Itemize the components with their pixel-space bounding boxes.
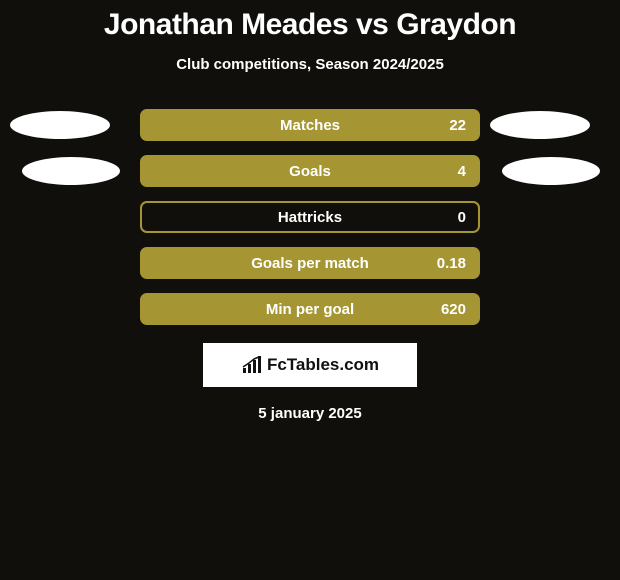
source-logo-text: FcTables.com [267, 355, 379, 375]
stat-row-hattricks: Hattricks 0 [0, 201, 620, 233]
player-right-marker [502, 157, 600, 185]
stat-bar: Min per goal 620 [140, 293, 480, 325]
stat-row-goals-per-match: Goals per match 0.18 [0, 247, 620, 279]
stat-label: Matches [142, 117, 478, 134]
comparison-card: Jonathan Meades vs Graydon Club competit… [0, 0, 620, 422]
stat-value: 0 [458, 209, 466, 226]
stat-label: Goals per match [142, 255, 478, 272]
stats-list: Matches 22 Goals 4 Hattricks 0 [0, 109, 620, 325]
stat-label: Hattricks [142, 209, 478, 226]
page-title: Jonathan Meades vs Graydon [0, 8, 620, 42]
stat-value: 0.18 [437, 255, 466, 272]
stat-bar: Goals 4 [140, 155, 480, 187]
stat-label: Goals [142, 163, 478, 180]
player-right-marker [490, 111, 590, 139]
stat-row-min-per-goal: Min per goal 620 [0, 293, 620, 325]
player-left-marker [10, 111, 110, 139]
stat-row-goals: Goals 4 [0, 155, 620, 187]
source-logo: FcTables.com [203, 343, 417, 387]
stat-bar: Goals per match 0.18 [140, 247, 480, 279]
stat-label: Min per goal [142, 301, 478, 318]
stat-value: 620 [441, 301, 466, 318]
stat-bar: Hattricks 0 [140, 201, 480, 233]
subtitle: Club competitions, Season 2024/2025 [0, 56, 620, 73]
stat-value: 4 [458, 163, 466, 180]
stat-row-matches: Matches 22 [0, 109, 620, 141]
bar-chart-icon [241, 356, 263, 374]
player-left-marker [22, 157, 120, 185]
date-label: 5 january 2025 [0, 405, 620, 422]
stat-bar: Matches 22 [140, 109, 480, 141]
stat-value: 22 [449, 117, 466, 134]
